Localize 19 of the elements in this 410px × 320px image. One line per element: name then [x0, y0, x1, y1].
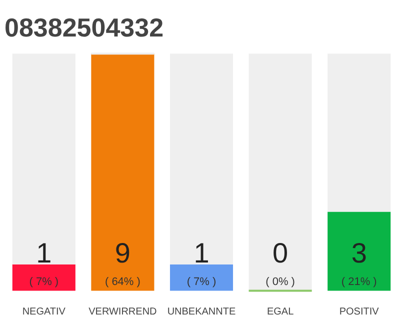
bar [12, 54, 76, 264]
bar [170, 54, 234, 264]
data-label: 1 ( 7% ) [186, 237, 216, 288]
x-tick-label: EGAL [266, 306, 294, 318]
data-label: 0 ( 0% ) [266, 237, 295, 288]
bar [328, 54, 391, 212]
bar [170, 264, 234, 291]
data-label: 9 ( 64% ) [104, 237, 140, 288]
x-tick-label: NEGATIV [22, 306, 66, 318]
bar [91, 54, 154, 291]
bar [328, 212, 391, 291]
x-tick-label: VERWIRREND [88, 306, 157, 318]
chart-title: 08382504332 [4, 12, 164, 42]
bar [248, 54, 312, 291]
x-tick-label: POSITIV [339, 306, 380, 318]
data-label: 1 ( 7% ) [29, 237, 59, 288]
data-label: 3 ( 21% ) [341, 237, 377, 288]
x-tick-label: UNBEKANNTE [167, 306, 236, 318]
bar [12, 264, 76, 291]
